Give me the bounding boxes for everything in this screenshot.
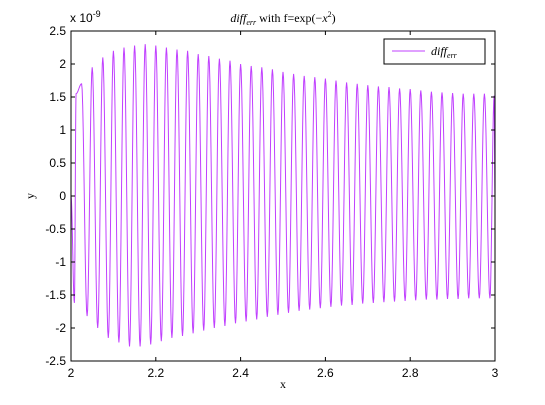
x-tick-label: 2.4	[232, 366, 249, 380]
exponent-base: x 10	[70, 11, 93, 25]
title-var: x	[321, 11, 328, 25]
title-sup: 2	[328, 10, 332, 19]
legend: differr	[383, 38, 486, 65]
y-tick-label: -1.5	[45, 288, 66, 302]
series-line-0	[71, 44, 495, 347]
axes-box	[70, 30, 496, 362]
x-tick-label: 2.8	[402, 366, 419, 380]
y-tick-label: 0.5	[49, 156, 66, 170]
title-end: )	[332, 11, 336, 25]
y-tick-label: -1	[55, 255, 66, 269]
title-main: diff	[230, 11, 248, 25]
ticks-layer: 2 2.2 2.4 2.6 2.8 3 2.5 2 1.5 1 0.5 0 -0.5 -1 -1.5 -2 -2…	[45, 24, 498, 380]
y-axis-label: y	[23, 193, 37, 199]
x-tick-label: 2.2	[147, 366, 164, 380]
y-tick-label: -0.5	[45, 222, 66, 236]
x-tick-label: 2.6	[317, 366, 334, 380]
y-tick-label: -2	[55, 321, 66, 335]
y-tick-label: 1	[59, 123, 66, 137]
x-axis-label: x	[280, 377, 286, 391]
x-tick-label: 2	[68, 366, 75, 380]
chart-title: differr with f=exp(−x2)	[230, 10, 335, 27]
title-neg: −	[316, 11, 323, 25]
title-mid: with f=exp(	[256, 11, 315, 25]
x-tick-label: 3	[492, 366, 499, 380]
series-layer	[71, 44, 495, 347]
legend-label: differr	[431, 44, 458, 60]
y-tick-label: 1.5	[49, 90, 66, 104]
y-exponent-label: x 10-9	[70, 9, 101, 25]
y-tick-label: -2.5	[45, 354, 66, 368]
legend-sub: err	[447, 51, 458, 60]
y-tick-label: 0	[59, 189, 66, 203]
exponent-power: -9	[93, 9, 101, 19]
title-sub: err	[246, 18, 257, 27]
legend-main: diff	[431, 44, 449, 58]
y-tick-label: 2.5	[49, 24, 66, 38]
y-tick-label: 2	[59, 57, 66, 71]
